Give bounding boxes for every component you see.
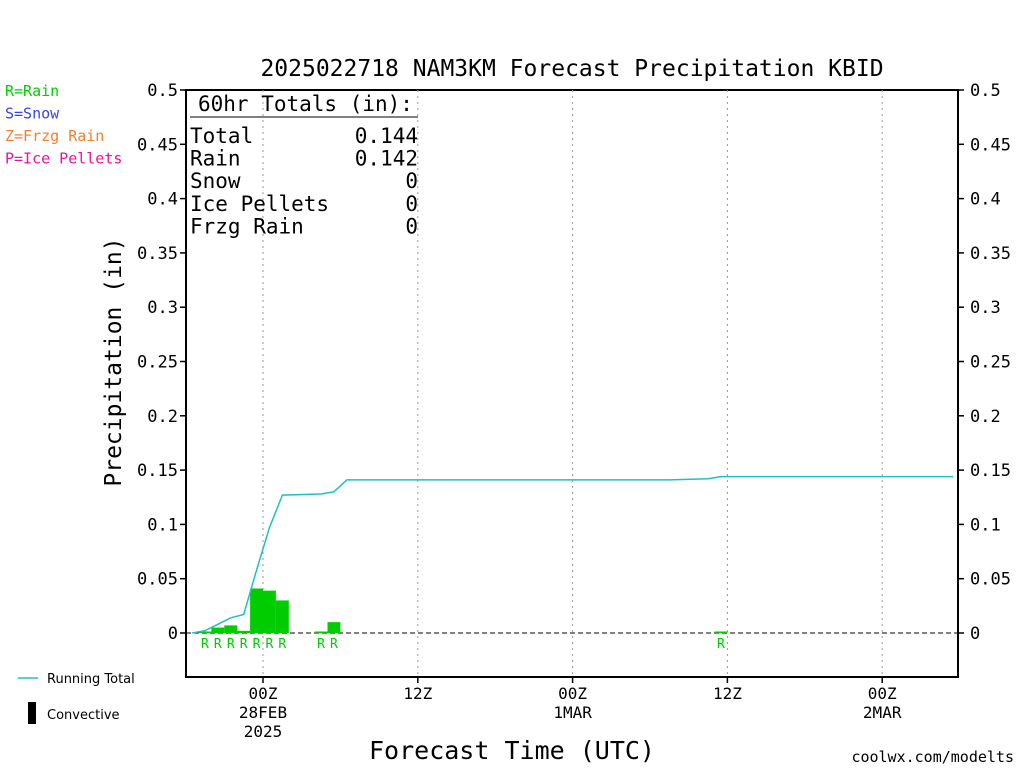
y-tick-label-right: 0 (970, 624, 980, 644)
y-tick-label-right: 0.1 (970, 515, 1001, 535)
chart-title: 2025022718 NAM3KM Forecast Precipitation… (260, 56, 883, 82)
y-tick-label-right: 0.3 (970, 298, 1001, 318)
legend-label: Running Total (47, 672, 135, 687)
y-tick-label-right: 0.15 (970, 461, 1011, 481)
y-tick-label-right: 0.4 (970, 190, 1001, 210)
rain-bar (314, 631, 328, 633)
precip-type-label: R (330, 637, 338, 652)
running-total-polyline (191, 475, 954, 634)
precip-key-item: S=Snow (5, 105, 60, 123)
x-tick-label: 1MAR (553, 703, 592, 722)
x-tick-label: 2025 (244, 722, 283, 741)
y-tick-label-left: 0.2 (147, 407, 178, 427)
precip-type-key: R=Rain S=Snow Z=Frzg Rain P=Ice Pellets (5, 82, 122, 168)
totals-box: 60hr Totals (in): Total 0.144 Rain 0.142 Snow… (190, 92, 418, 238)
grid-lines (186, 90, 958, 677)
rain-bar (327, 622, 341, 633)
y-tick-label-right: 0.5 (970, 81, 1001, 101)
precip-type-label: R (201, 637, 209, 652)
precip-type-label: R (278, 637, 286, 652)
y-tick-label-left: 0.4 (147, 190, 178, 210)
totals-row-value: 0 (405, 214, 418, 238)
precip-key-item: R=Rain (5, 82, 59, 100)
totals-row-label: Frzg Rain (190, 214, 304, 238)
legend-bar-swatch (28, 702, 36, 724)
rain-bar (714, 631, 728, 633)
precip-type-label: R (717, 637, 725, 652)
y-tick-label-left: 0 (168, 624, 178, 644)
credit-text: coolwx.com/modelts (851, 748, 1014, 766)
y-tick-label-right: 0.2 (970, 407, 1001, 427)
totals-row-label: Ice Pellets (190, 192, 329, 216)
totals-row-value: 0 (405, 169, 418, 193)
x-tick-label: 00Z (249, 684, 278, 703)
rain-bar (263, 590, 276, 633)
y-tick-label-right: 0.35 (970, 244, 1011, 264)
rain-bar (237, 630, 251, 633)
y-axis: 0 00.05 0.050.1 0.10.15 0.150.2 0.20.25 0.250.… (137, 81, 1011, 644)
totals-row-label: Rain (190, 147, 241, 171)
x-tick-label: 00Z (558, 684, 587, 703)
running-total-line (191, 475, 954, 634)
rain-bar (275, 600, 289, 633)
y-tick-label-left: 0.3 (147, 298, 178, 318)
totals-row-label: Snow (190, 169, 241, 193)
plot-area (185, 89, 959, 678)
totals-row-label: Total (190, 124, 253, 148)
rain-bar (211, 627, 225, 633)
x-tick-label: 12Z (403, 684, 432, 703)
rain-bar (198, 631, 212, 633)
y-tick-label-right: 0.25 (970, 353, 1011, 373)
bottom-legend: Running Total Convective (18, 672, 135, 724)
y-tick-label-left: 0.35 (137, 244, 178, 264)
x-tick-label: 12Z (713, 684, 742, 703)
precip-type-label: R (253, 637, 261, 652)
y-tick-label-right: 0.05 (970, 570, 1011, 590)
precip-type-label: R (266, 637, 274, 652)
y-tick-label-left: 0.1 (147, 515, 178, 535)
x-tick-label: 2MAR (863, 703, 902, 722)
y-tick-label-left: 0.15 (137, 461, 178, 481)
totals-header: 60hr Totals (in): (198, 92, 413, 116)
y-tick-label-left: 0.25 (137, 353, 178, 373)
precip-key-item: Z=Frzg Rain (5, 127, 104, 145)
totals-row-value: 0.144 (355, 124, 418, 148)
totals-row-value: 0 (405, 192, 418, 216)
precip-type-label: R (240, 637, 248, 652)
y-tick-label-left: 0.5 (147, 81, 178, 101)
rain-bar (250, 588, 263, 633)
y-tick-label-right: 0.45 (970, 135, 1011, 155)
legend-label: Convective (47, 708, 120, 723)
y-axis-title: Precipitation (in) (101, 237, 127, 486)
y-tick-label-left: 0.45 (137, 135, 178, 155)
y-tick-label-left: 0.05 (137, 570, 178, 590)
x-axis-title: Forecast Time (UTC) (369, 736, 655, 765)
precip-type-label: R (214, 637, 222, 652)
precip-key-item: P=Ice Pellets (5, 150, 122, 168)
rain-bar (224, 625, 238, 633)
x-tick-label: 28FEB (239, 703, 287, 722)
x-tick-label: 00Z (868, 684, 897, 703)
precip-type-label: R (227, 637, 235, 652)
totals-row-value: 0.142 (355, 147, 418, 171)
precip-type-label: R (317, 637, 325, 652)
